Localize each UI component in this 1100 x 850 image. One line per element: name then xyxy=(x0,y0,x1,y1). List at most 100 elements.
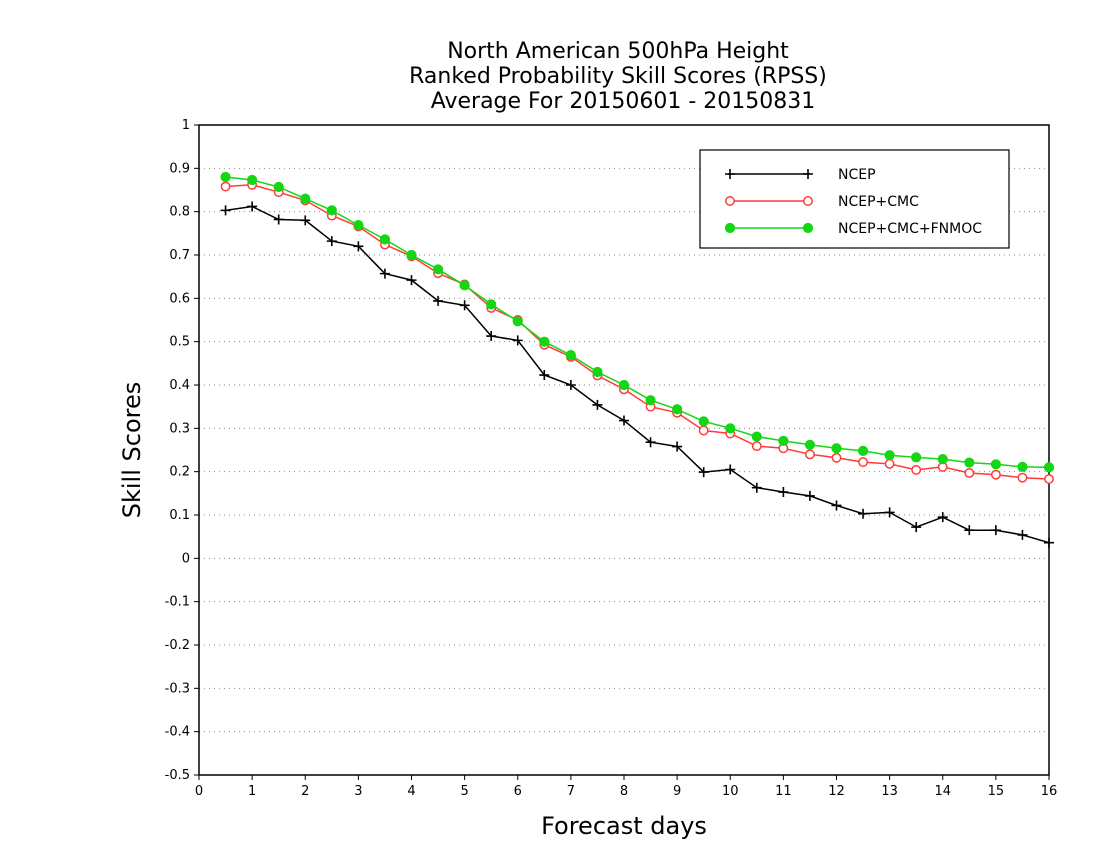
data-point xyxy=(990,525,1001,536)
data-point xyxy=(804,490,815,501)
data-point xyxy=(964,457,975,468)
data-point xyxy=(672,404,683,415)
data-point xyxy=(406,249,417,261)
data-point xyxy=(803,196,813,206)
data-point xyxy=(592,399,603,410)
data-point xyxy=(220,181,231,192)
series-line xyxy=(225,205,1050,544)
x-tick-label: 12 xyxy=(828,784,845,799)
y-tick-label: -0.2 xyxy=(165,638,190,653)
data-point xyxy=(273,214,284,225)
legend-item: NCEP+CMC+FNMOC xyxy=(724,221,982,237)
chart-title-line-3: Average For 20150601 - 20150831 xyxy=(431,89,816,114)
data-point xyxy=(911,452,922,463)
data-point xyxy=(512,316,523,327)
x-axis-label: Forecast days xyxy=(541,812,707,840)
x-tick-label: 9 xyxy=(673,784,681,799)
data-point xyxy=(326,236,337,247)
data-point xyxy=(1044,537,1054,548)
x-tick-label: 8 xyxy=(620,784,628,799)
x-tick-label: 16 xyxy=(1041,784,1058,799)
legend-item: NCEP xyxy=(725,167,876,183)
y-axis-label: Skill Scores xyxy=(118,382,146,519)
y-tick-label: 1 xyxy=(182,118,190,133)
data-point xyxy=(432,264,444,275)
axes: -0.5 -0.4 -0.3 -0.2 -0.1 0 0.1 0.2 0.3 0.4 0.5 0.6 0… xyxy=(165,118,1058,799)
data-point xyxy=(539,370,550,381)
data-point xyxy=(725,423,736,434)
data-point xyxy=(831,443,842,454)
x-tick-label: 0 xyxy=(195,784,203,799)
data-point xyxy=(911,522,922,533)
data-point xyxy=(911,464,922,475)
data-point xyxy=(724,222,736,234)
data-point xyxy=(725,196,735,206)
y-tick-label: 0 xyxy=(182,551,190,566)
x-tick-label: 5 xyxy=(460,784,468,799)
data-point xyxy=(802,222,814,234)
x-tick-label: 4 xyxy=(407,784,415,799)
data-point xyxy=(565,380,576,390)
data-point xyxy=(990,469,1001,480)
data-point xyxy=(1017,529,1028,540)
data-point xyxy=(803,169,813,179)
data-point xyxy=(459,280,470,291)
y-tick-label: -0.1 xyxy=(165,595,190,610)
data-point xyxy=(698,425,709,436)
y-tick-label: -0.4 xyxy=(165,725,190,740)
data-point xyxy=(884,450,895,461)
data-point xyxy=(379,234,391,245)
series-layer xyxy=(220,171,1055,548)
y-tick-label: 0.5 xyxy=(169,335,190,350)
data-point xyxy=(831,452,842,463)
legend-box xyxy=(699,149,1010,249)
x-tick-label: 10 xyxy=(722,784,739,799)
x-tick-label: 7 xyxy=(567,784,575,799)
data-point xyxy=(247,174,258,186)
data-point xyxy=(1017,461,1028,472)
x-tick-label: 11 xyxy=(775,784,792,799)
series-ncep-cmc-fnmoc xyxy=(220,171,1055,473)
x-tick-label: 14 xyxy=(934,784,951,799)
legend-label: NCEP xyxy=(838,167,876,183)
data-point xyxy=(858,508,869,519)
data-point xyxy=(645,395,656,406)
y-tick-label: -0.5 xyxy=(165,768,190,783)
data-point xyxy=(300,193,311,204)
data-point xyxy=(300,215,311,226)
data-point xyxy=(1043,462,1055,473)
x-tick-label: 2 xyxy=(301,784,309,799)
data-point xyxy=(539,336,550,347)
data-point xyxy=(858,457,869,468)
data-point xyxy=(1044,474,1054,484)
y-tick-label: 0.3 xyxy=(169,421,190,436)
y-tick-label: 0.9 xyxy=(169,161,190,176)
data-point xyxy=(778,435,789,446)
data-point xyxy=(247,201,258,212)
data-point xyxy=(406,275,417,286)
data-point xyxy=(884,458,895,469)
y-tick-label: 0.7 xyxy=(169,248,190,263)
data-point xyxy=(698,416,709,427)
data-point xyxy=(486,299,497,310)
data-point xyxy=(964,525,975,536)
x-tick-label: 15 xyxy=(988,784,1005,799)
legend-item: NCEP+CMC xyxy=(725,194,919,210)
data-point xyxy=(884,507,895,518)
data-point xyxy=(751,441,762,452)
data-point xyxy=(964,468,975,478)
y-tick-label: 0.2 xyxy=(169,465,190,480)
chart-title-line-1: North American 500hPa Height xyxy=(447,39,789,64)
x-tick-label: 1 xyxy=(248,784,256,799)
chart-title: North American 500hPa Height Ranked Prob… xyxy=(409,39,827,114)
x-tick-label: 13 xyxy=(881,784,898,799)
data-point xyxy=(831,500,842,511)
data-point xyxy=(804,439,816,450)
y-tick-label: -0.3 xyxy=(165,681,190,696)
data-point xyxy=(486,331,497,342)
data-point xyxy=(672,441,683,452)
data-point xyxy=(353,241,364,252)
data-point xyxy=(725,169,735,179)
data-point xyxy=(273,181,284,193)
